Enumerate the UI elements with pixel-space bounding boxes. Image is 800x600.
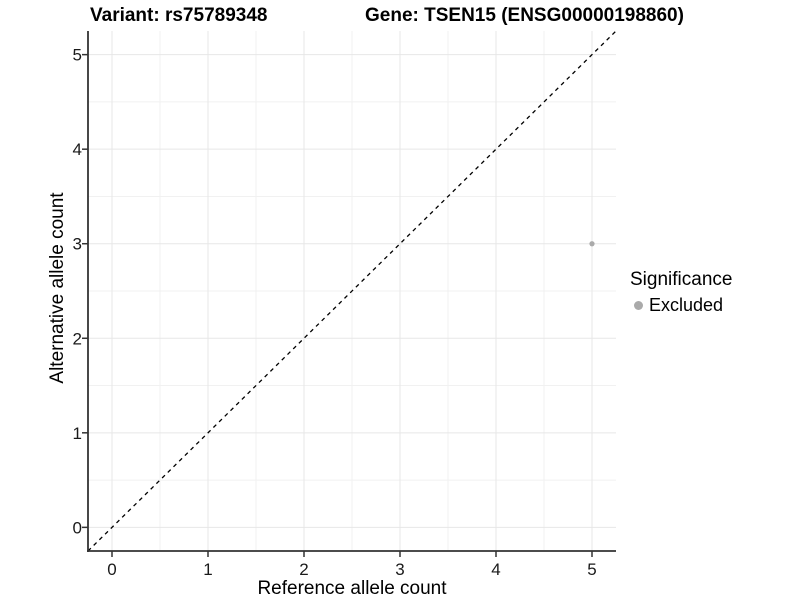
y-tick-label: 0 <box>73 518 82 537</box>
y-tick-label: 5 <box>73 46 82 65</box>
x-axis-title: Reference allele count <box>257 578 447 599</box>
y-tick-label: 3 <box>73 235 82 254</box>
identity-dashed-line <box>87 30 617 552</box>
y-tick-label: 1 <box>73 424 82 443</box>
x-tick-label: 1 <box>203 560 212 579</box>
x-tick-label: 5 <box>587 560 596 579</box>
excluded-marker-icon <box>634 301 643 310</box>
legend-title: Significance <box>630 269 733 290</box>
x-tick-label: 3 <box>395 560 404 579</box>
x-tick-label: 0 <box>107 560 116 579</box>
legend-item-label: Excluded <box>649 295 724 315</box>
legend-item-excluded: Excluded <box>630 295 732 316</box>
x-tick-label: 2 <box>299 560 308 579</box>
y-tick-label: 2 <box>73 329 82 348</box>
plot-title-gene: Gene: TSEN15 (ENSG00000198860) <box>365 5 684 26</box>
legend: Significance Excluded <box>630 269 732 316</box>
y-tick-label: 4 <box>73 140 82 159</box>
x-tick-label: 4 <box>491 560 500 579</box>
plot-title-variant: Variant: rs75789348 <box>90 5 268 26</box>
y-axis-title: Alternative allele count <box>47 192 68 384</box>
data-point <box>589 241 595 247</box>
